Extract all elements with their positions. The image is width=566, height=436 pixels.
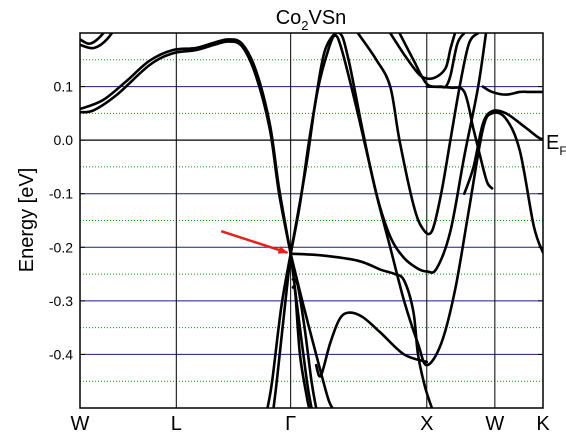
chart-title: Co2VSn — [276, 7, 347, 33]
y-tick-label: -0.1 — [49, 186, 73, 202]
band-line — [80, 38, 292, 256]
fermi-label-subscript: F — [559, 144, 566, 158]
title-main: Co — [276, 7, 302, 29]
band-line — [289, 252, 313, 408]
title-subscript: 2 — [301, 18, 308, 33]
title-tail: VSn — [309, 7, 347, 29]
x-tick-label: K — [536, 413, 550, 435]
kpoint-lines — [175, 33, 496, 408]
y-tick-label: -0.3 — [49, 293, 73, 309]
band-line — [356, 33, 480, 236]
band-line — [80, 40, 292, 256]
band-line — [462, 109, 543, 196]
x-tick-label: L — [171, 413, 182, 435]
band-lines — [80, 33, 543, 408]
band-line — [80, 33, 106, 46]
band-line — [481, 85, 543, 96]
band-line — [289, 252, 434, 408]
grid-lines — [80, 59, 543, 382]
band-line — [425, 85, 494, 190]
y-axis-label: Energy [eV] — [16, 168, 38, 273]
fermi-label-main: E — [546, 132, 559, 154]
band-line — [266, 252, 292, 408]
annotation-arrow — [220, 230, 289, 254]
band-line — [80, 33, 114, 50]
band-line — [272, 252, 292, 408]
band-line — [291, 278, 318, 408]
plot-frame — [79, 32, 544, 409]
x-tick-label: W — [485, 413, 504, 435]
band-line — [291, 284, 311, 408]
y-tick-label: 0.0 — [54, 132, 74, 148]
band-line — [314, 311, 429, 378]
x-tick-label: X — [420, 413, 433, 435]
x-tick-label: W — [71, 413, 90, 435]
fermi-label: EF — [546, 132, 566, 158]
band-line — [289, 34, 543, 367]
y-tick-label: -0.4 — [49, 346, 73, 362]
y-tick-labels: 0.1 0.0 -0.1 -0.2 -0.3 -0.4 — [49, 79, 543, 362]
y-tick-label: 0.1 — [54, 79, 74, 95]
band-line — [388, 33, 457, 81]
x-tick-label: Γ — [285, 413, 296, 435]
y-tick-label: -0.2 — [49, 239, 73, 255]
